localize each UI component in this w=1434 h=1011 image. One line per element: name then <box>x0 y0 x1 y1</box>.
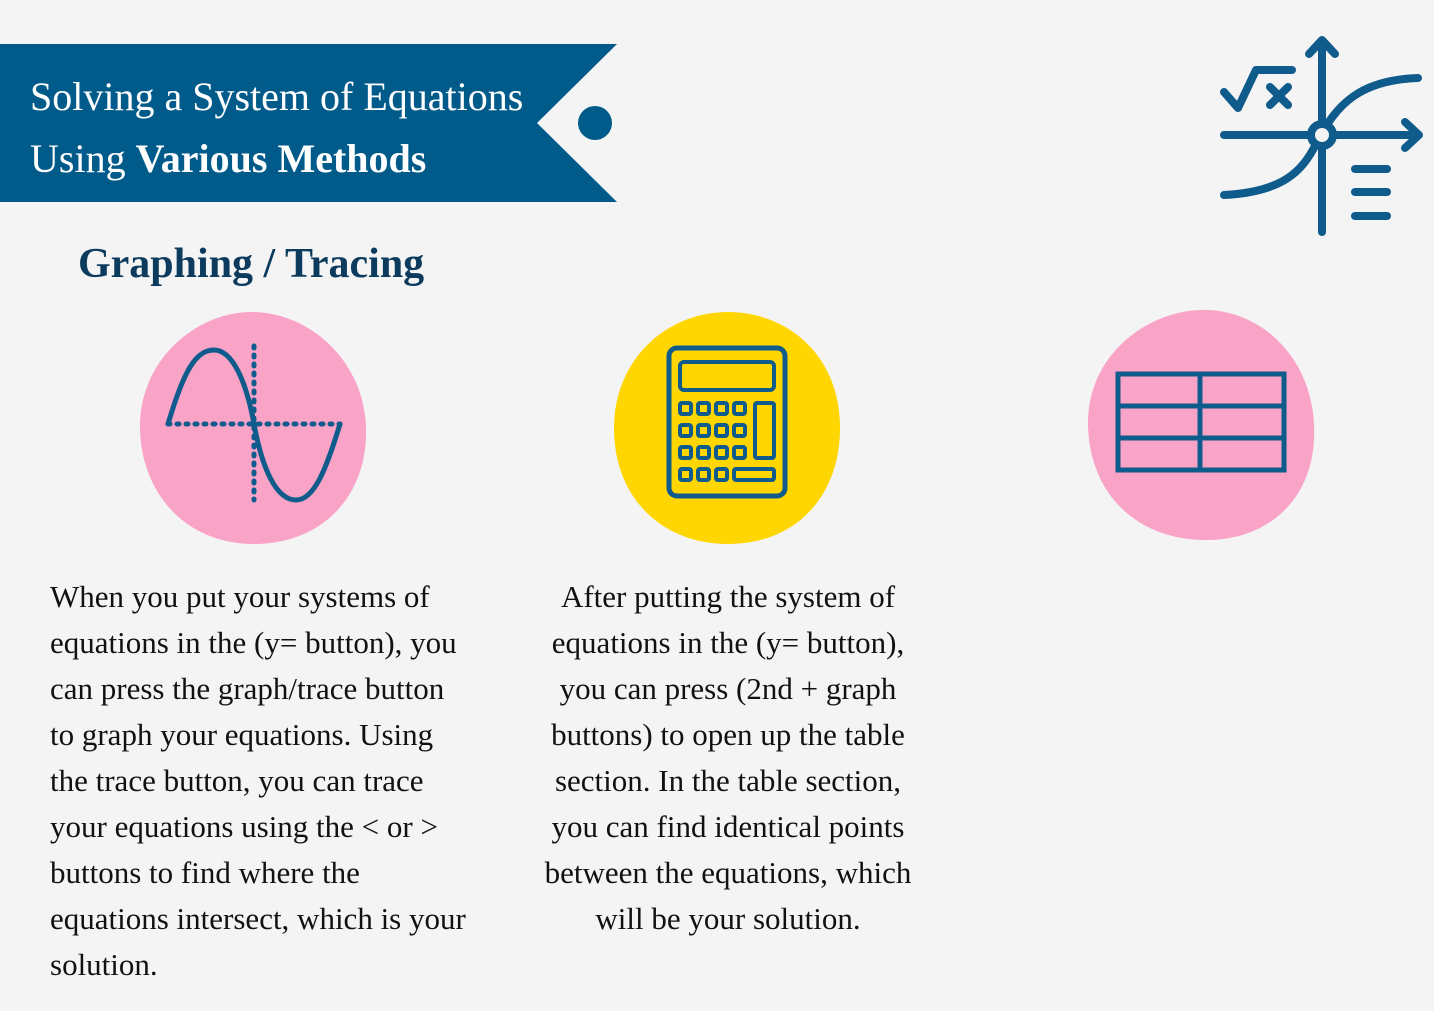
title-line-2: Using Various Methods <box>30 128 523 190</box>
title-line-2-bold: Various Methods <box>135 136 427 181</box>
graph-trace-description: When you put your systems of equations i… <box>50 579 466 982</box>
title-line-1: Solving a System of Equations <box>30 74 524 119</box>
table-description: After putting the system of equations in… <box>544 579 912 936</box>
section-heading: Graphing / Tracing <box>78 241 425 287</box>
banner-dot <box>578 106 612 140</box>
title-line-2-prefix: Using <box>30 136 136 181</box>
graph-equation-icon <box>1220 36 1423 236</box>
title-banner <box>0 44 617 202</box>
calculator-icon <box>614 312 840 544</box>
table-grid-icon <box>1087 309 1315 541</box>
page-title: Solving a System of Equations Using Vari… <box>30 66 523 190</box>
sine-wave-graph-icon <box>139 311 367 544</box>
